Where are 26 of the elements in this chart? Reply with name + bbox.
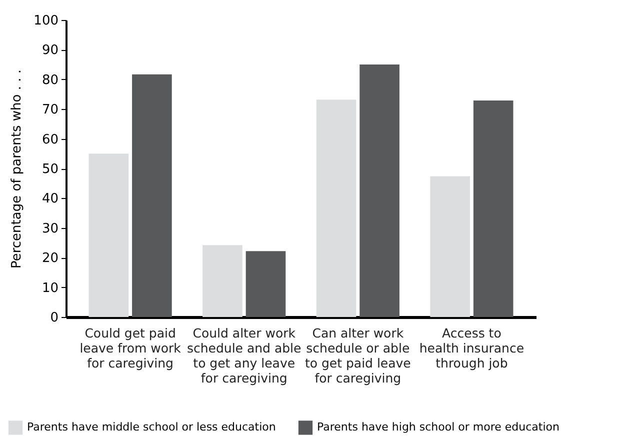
y-tick-label: 80 [42,72,58,88]
y-tick-label: 70 [42,102,58,118]
y-tick-label: 60 [42,132,58,148]
bar [360,64,400,317]
y-tick-label: 50 [42,162,58,177]
bar [473,100,514,317]
x-tick-label: Access to health insurance through job [419,326,524,370]
bar [88,154,129,317]
y-tick-label: 90 [42,43,58,58]
y-tick-label: 10 [42,280,58,296]
y-tick-label: 0 [50,310,58,326]
bar [202,245,242,317]
x-tick-label: Could alter work schedule and able to get any leave for caregiving [186,326,302,386]
y-tick-label: 100 [34,14,58,28]
y-tick-label: 20 [42,251,58,266]
y-tick-label: 40 [42,192,58,207]
x-tick-label: Can alter work schedule or able to get paid leave for caregiving [304,326,412,386]
y-tick-label: 30 [42,221,58,236]
y-axis-title: Percentage of parents who . . . [10,69,25,269]
legend-label: Parents have middle school or less education [27,420,276,434]
bar [132,74,172,317]
legend-label: Parents have high school or more education [317,420,560,434]
bar [430,176,470,317]
bar [316,100,356,317]
bar [246,251,286,317]
x-tick-label: Could get paid leave from work for caregiving [80,326,182,370]
